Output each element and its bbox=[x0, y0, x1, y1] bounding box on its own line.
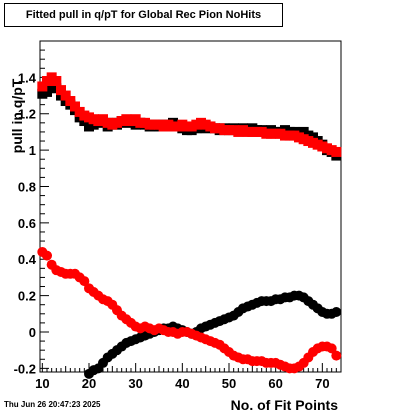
data-point-square-series-1 bbox=[70, 101, 80, 112]
data-point-square-series-0 bbox=[42, 86, 52, 97]
data-point-square-series-1 bbox=[37, 81, 48, 92]
x-tick-label: 50 bbox=[222, 376, 236, 391]
chart-title: Fitted pull in q/pT for Global Rec Pion … bbox=[4, 3, 283, 27]
timestamp: Thu Jun 26 20:47:23 2025 bbox=[4, 400, 101, 409]
x-tick-label: 70 bbox=[315, 376, 329, 391]
data-point-circle-series-3 bbox=[42, 250, 52, 261]
data-point-square-series-1 bbox=[331, 146, 342, 157]
y-tick-label: 0.2 bbox=[18, 289, 36, 304]
y-tick-label: 1 bbox=[29, 143, 36, 158]
x-tick-label: 40 bbox=[175, 376, 189, 391]
data-point-square-series-1 bbox=[65, 96, 76, 107]
y-tick-label: 0 bbox=[29, 325, 36, 340]
data-point-circle-series-3 bbox=[326, 343, 337, 354]
y-axis-label: pull in q/pT bbox=[9, 78, 25, 153]
axes: 10 20 30 40 50 60 70 -0.2 0 0.2 0.4 0.6 0.8 1 1.2 1.4 bbox=[14, 49, 337, 391]
data-point-circle-series-2 bbox=[331, 306, 342, 317]
y-tick-label: -0.2 bbox=[14, 361, 36, 376]
y-tick-label: 0.4 bbox=[18, 252, 37, 267]
x-tick-label: 60 bbox=[268, 376, 282, 391]
data-point-circle-series-3 bbox=[79, 276, 90, 287]
data-point-square-series-1 bbox=[56, 85, 66, 96]
x-tick-label: 10 bbox=[35, 376, 49, 391]
x-tick-label: 30 bbox=[128, 376, 142, 391]
data-marks bbox=[37, 72, 342, 379]
data-point-circle-series-3 bbox=[331, 350, 342, 361]
x-axis-label: No. of Fit Points bbox=[231, 397, 339, 413]
plot-frame bbox=[39, 40, 342, 373]
y-tick-label: 1.2 bbox=[18, 107, 36, 122]
y-tick-label: 0.6 bbox=[18, 216, 36, 231]
x-tick-label: 20 bbox=[82, 376, 96, 391]
y-tick-label: 1.4 bbox=[18, 70, 37, 85]
data-point-square-series-1 bbox=[60, 90, 71, 101]
data-point-square-series-1 bbox=[51, 76, 62, 87]
y-tick-label: 0.8 bbox=[18, 179, 36, 194]
